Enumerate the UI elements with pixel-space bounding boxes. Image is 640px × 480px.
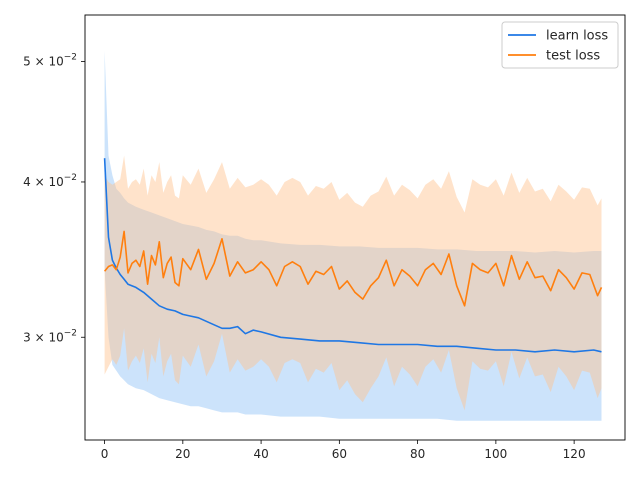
legend-box (501, 21, 619, 69)
y-tick-label: 5 × 10−2 (23, 53, 77, 69)
y-tick-label: 3 × 10−2 (23, 328, 77, 344)
learn-legend-label: learn loss (546, 29, 608, 44)
x-tick-label: 100 (484, 447, 507, 461)
x-tick-label: 80 (410, 447, 425, 461)
x-tick-label: 0 (101, 447, 109, 461)
x-tick-label: 40 (253, 447, 268, 461)
learn-loss-line (103, 158, 602, 353)
x-tick-label: 20 (175, 447, 190, 461)
y-axis: 3 × 10−2 4 × 10−2 5 × 10−2 (23, 53, 85, 344)
test-loss-line (103, 230, 603, 307)
series-lines (103, 158, 603, 353)
test-loss-band (104, 155, 602, 411)
plot-frame (84, 14, 626, 441)
x-tick-label: 120 (563, 447, 586, 461)
x-axis: 0 20 40 60 80 100 120 (101, 440, 586, 461)
y-tick-label: 4 × 10−2 (23, 173, 77, 189)
legend: learn loss test loss (501, 21, 619, 69)
x-tick-label: 60 (332, 447, 347, 461)
test-legend-label: test loss (546, 49, 600, 64)
